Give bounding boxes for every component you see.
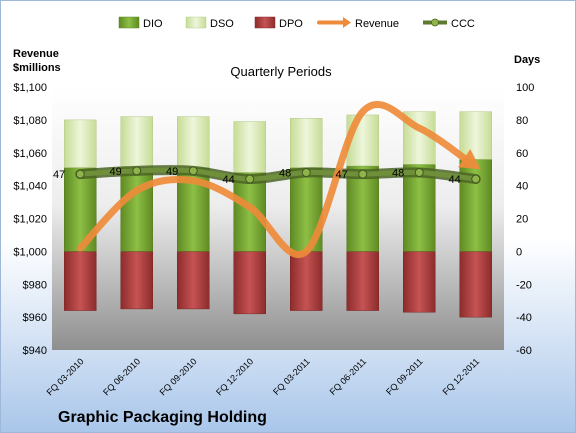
ccc-point	[301, 167, 311, 177]
bar-dso	[120, 116, 153, 168]
legend-swatch-dso	[185, 16, 207, 29]
ccc-data-label: 49	[110, 166, 122, 178]
x-tick-label: FQ 09-2010	[158, 356, 199, 397]
bar-dio	[120, 167, 153, 252]
ccc-point	[471, 174, 481, 184]
bars-group	[64, 111, 492, 318]
ccc-point	[132, 166, 142, 176]
ccc-line-highlight	[77, 167, 479, 182]
x-axis: FQ 03-2010 FQ 06-2010 FQ 09-2010 FQ 12-2010…	[45, 356, 482, 397]
ccc-point	[188, 166, 198, 176]
bar-dpo	[177, 251, 210, 310]
legend-swatch-dio	[118, 16, 140, 29]
left-tick-label: $960	[23, 312, 47, 324]
right-tick-label: 80	[516, 115, 528, 127]
left-axis-title-line1: Revenue	[13, 48, 59, 60]
chart-subtitle: Quarterly Periods	[230, 64, 332, 79]
right-tick-label: -60	[516, 345, 532, 357]
bar-dio	[233, 172, 266, 252]
left-tick-label: $1,000	[13, 246, 47, 258]
right-axis: -60 -40 -20 0 20 40 60 80 100	[516, 82, 534, 357]
left-tick-label: $940	[23, 345, 47, 357]
legend: DIO DSO DPO Revenue CCC	[118, 16, 475, 30]
left-tick-label: $1,060	[13, 148, 47, 160]
legend-swatch-revenue	[317, 17, 351, 28]
left-tick-label: $1,040	[13, 181, 47, 193]
right-tick-label: 20	[516, 214, 528, 226]
bar-dso	[233, 121, 266, 173]
revenue-line	[76, 101, 470, 258]
ccc-data-label: 49	[166, 166, 178, 178]
bar-dpo	[403, 251, 436, 313]
right-tick-label: 100	[516, 82, 534, 94]
right-tick-label: 40	[516, 181, 528, 193]
x-tick-label: FQ 03-2011	[271, 356, 312, 397]
ccc-point	[245, 174, 255, 184]
left-tick-label: $980	[23, 279, 47, 291]
bar-dso	[64, 119, 97, 168]
legend-label-dio: DIO	[143, 18, 163, 30]
bar-dpo	[233, 251, 266, 315]
legend-label-dso: DSO	[210, 18, 234, 30]
bar-dpo	[120, 251, 153, 310]
x-tick-label: FQ 12-2011	[441, 356, 482, 397]
left-tick-label: $1,080	[13, 115, 47, 127]
legend-label-revenue: Revenue	[355, 18, 399, 30]
ccc-data-label: 44	[223, 174, 235, 186]
right-tick-label: -20	[516, 279, 532, 291]
ccc-point	[414, 167, 424, 177]
x-tick-label: FQ 06-2011	[328, 356, 369, 397]
bar-dso	[459, 111, 492, 160]
left-axis-title-line2: $millions	[13, 62, 61, 74]
legend-label-ccc: CCC	[451, 18, 475, 30]
plot-area	[52, 87, 504, 350]
x-tick-label: FQ 03-2010	[45, 356, 86, 397]
ccc-data-label: 47	[53, 169, 65, 181]
left-tick-label: $1,100	[13, 82, 47, 94]
lines-group: 47 49 49 44 48 47 48 44	[53, 101, 481, 258]
company-name: Graphic Packaging Holding	[58, 409, 267, 426]
bar-dpo	[346, 251, 379, 311]
ccc-point	[358, 169, 368, 179]
legend-swatch-ccc	[423, 18, 447, 27]
bar-dpo	[64, 251, 97, 311]
x-tick-label: FQ 09-2011	[384, 356, 425, 397]
ccc-data-label: 48	[392, 167, 404, 179]
ccc-point	[75, 169, 85, 179]
bar-dio	[346, 165, 379, 252]
legend-label-dpo: DPO	[279, 18, 303, 30]
x-tick-label: FQ 06-2010	[101, 356, 142, 397]
revenue-arrowhead	[457, 148, 481, 170]
left-axis: $940 $960 $980 $1,000 $1,020 $1,040 $1,060 $1,0…	[13, 82, 47, 357]
right-tick-label: 0	[516, 246, 522, 258]
bar-dio	[403, 164, 436, 252]
bar-dso	[177, 116, 210, 168]
bar-dpo	[459, 251, 492, 318]
left-tick-label: $1,020	[13, 214, 47, 226]
right-tick-label: 60	[516, 148, 528, 160]
ccc-data-label: 47	[336, 169, 348, 181]
right-axis-title: Days	[514, 54, 540, 66]
x-tick-label: FQ 12-2010	[214, 356, 255, 397]
ccc-data-label: 48	[279, 167, 291, 179]
right-tick-label: -40	[516, 312, 532, 324]
bar-dpo	[290, 251, 323, 311]
legend-swatch-dpo	[254, 16, 276, 29]
ccc-data-label: 44	[449, 174, 461, 186]
bar-dso	[290, 117, 323, 168]
